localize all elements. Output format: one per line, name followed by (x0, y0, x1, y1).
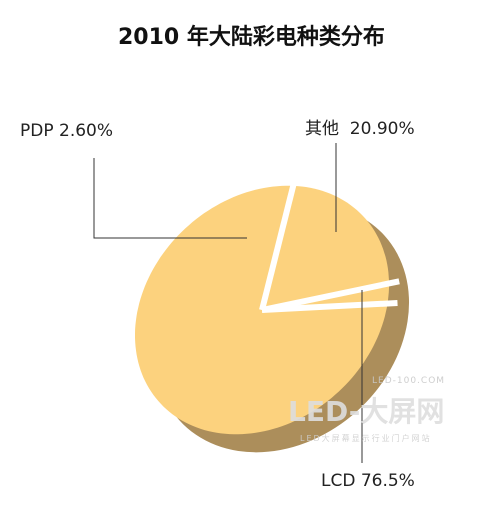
watermark-tagline: LED大屏幕显示行业门户网站 (300, 433, 432, 443)
slice-separator (261, 278, 400, 313)
slice-separators (259, 175, 400, 313)
pie-slice-lcd (135, 185, 388, 435)
pie-slice-other (262, 185, 389, 310)
slice-separator (259, 175, 299, 311)
slice-label-pdp: PDP 2.60% (20, 121, 113, 141)
watermark-brand: LED-大屏网 (288, 395, 444, 428)
watermark-domain: LED-100.COM (372, 376, 445, 386)
slice-label-other: 其他 20.90% (305, 119, 415, 139)
chart-title: 2010 年大陆彩电种类分布 (118, 24, 385, 50)
watermark: LED-100.COM LED-大屏网 LED大屏幕显示行业门户网站 (288, 376, 445, 443)
slice-separator (261, 300, 398, 313)
slice-label-lcd: LCD 76.5% (321, 471, 415, 491)
leader-line-pdp (93, 158, 247, 239)
